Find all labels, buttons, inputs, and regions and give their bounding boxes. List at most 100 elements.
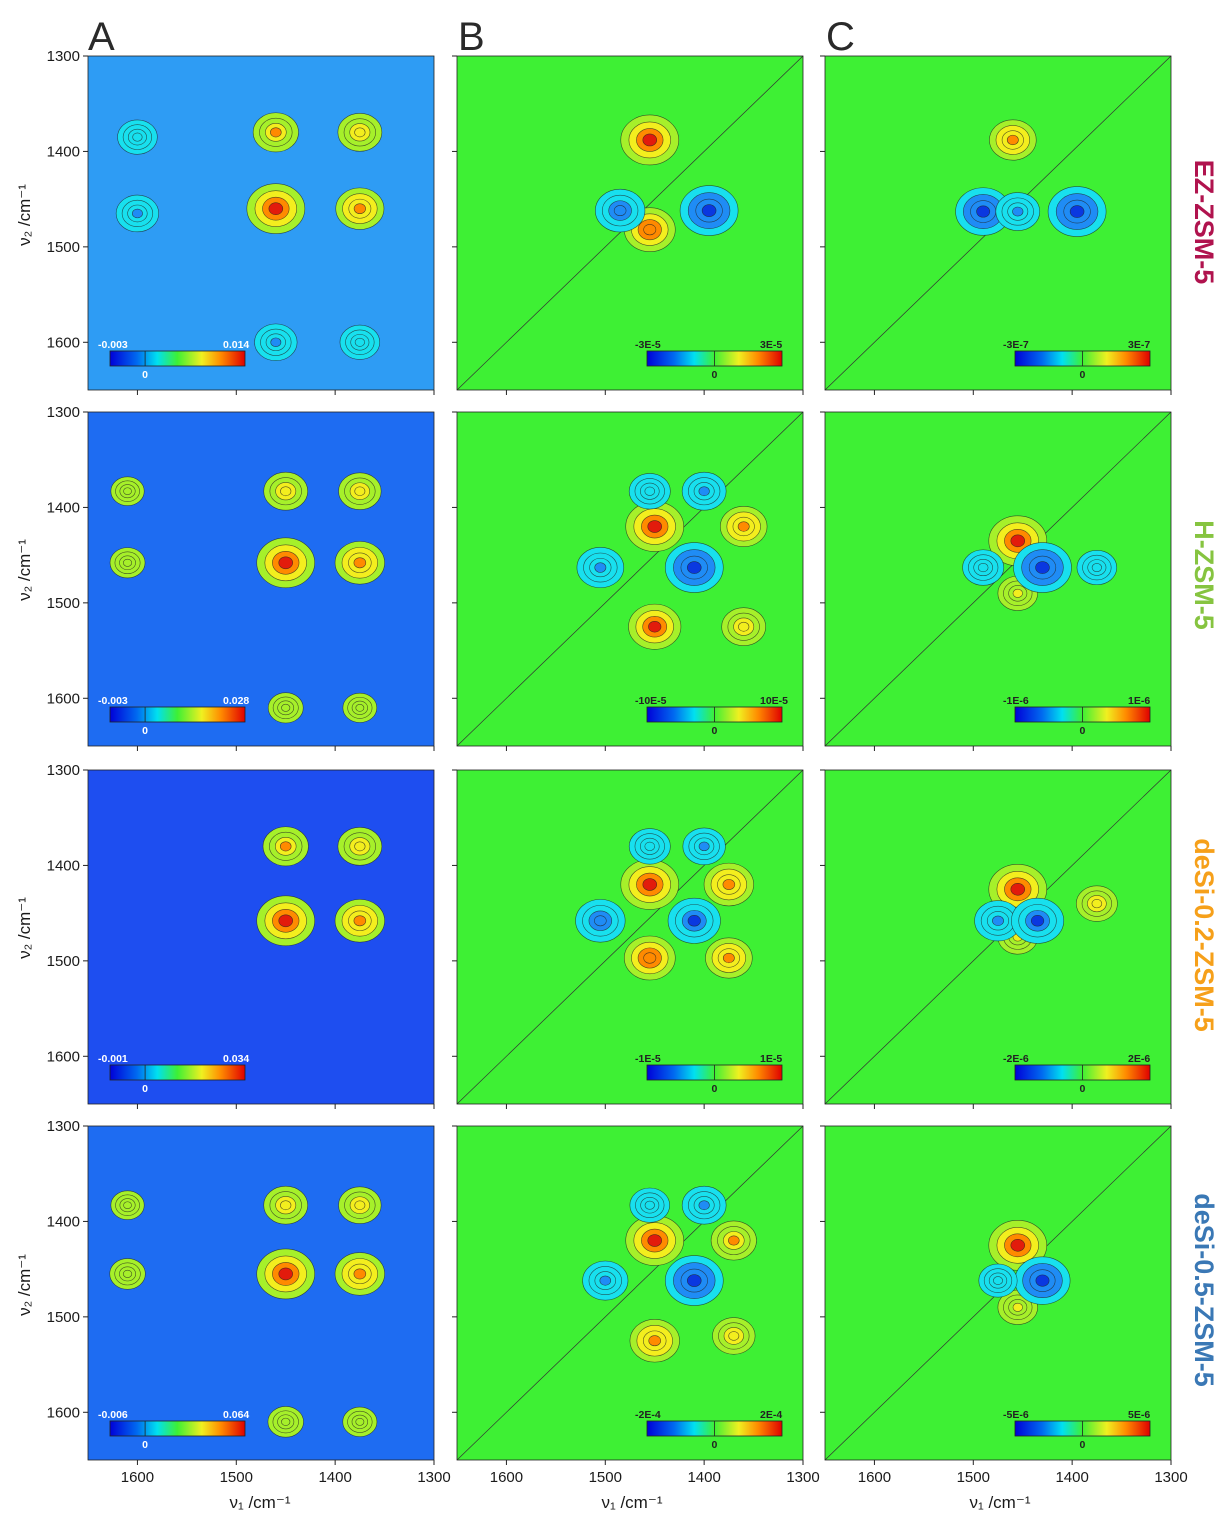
colorbar-max-label: 3E-5 — [760, 339, 782, 351]
diagonal-line — [457, 770, 803, 1104]
panel-frame — [87, 411, 435, 747]
contour-layer — [825, 412, 1171, 746]
panel-frame — [87, 55, 435, 391]
y-tick-label-1600: 1600 — [47, 334, 80, 351]
peak-2-contour-3 — [354, 1200, 366, 1210]
peak-6-contour-3 — [270, 337, 282, 348]
panel-background — [88, 1126, 434, 1460]
x-tick-label-1500: 1500 — [589, 1469, 622, 1486]
colorbar-zero-label: 0 — [1080, 1083, 1086, 1095]
panel-a-9: 1300 1400 1500 1600 1600 1500 1400 1300 -0.006 0.… — [47, 1118, 451, 1486]
peak-5-contour-3 — [687, 915, 701, 927]
peak-6-contour-3 — [281, 1417, 291, 1426]
y-tick-label-1300: 1300 — [47, 1118, 80, 1135]
peak-4-contour-3 — [594, 915, 607, 927]
peak-6-contour-3 — [644, 1200, 655, 1210]
peak-3-contour-3 — [353, 915, 367, 927]
peak-1-contour-3 — [278, 1267, 293, 1281]
peak-3-contour-3 — [992, 915, 1004, 926]
colorbar-zero-label: 0 — [142, 1439, 148, 1451]
peak-3-contour-3 — [722, 952, 735, 964]
peak-0-contour-3 — [1010, 882, 1026, 896]
column-letter-a: A — [88, 15, 115, 59]
colorbar-zero-label: 0 — [1080, 725, 1086, 737]
colorbar-min-label: -2E-4 — [635, 1409, 661, 1421]
colorbar-max-label: 2E-4 — [760, 1409, 782, 1421]
panel-c-5: -1E-6 1E-6 0 — [820, 411, 1172, 751]
panel-c-2: -3E-7 3E-7 0 — [820, 55, 1172, 395]
colorbar-max-label: 0.014 — [223, 339, 249, 351]
diagonal-line — [457, 1126, 803, 1460]
peak-1-contour-3 — [643, 224, 657, 236]
panel-b-7: -1E-5 1E-5 0 — [452, 769, 804, 1109]
colorbar-zero-label: 0 — [712, 369, 718, 381]
peak-2-contour-3 — [354, 841, 366, 852]
x-tick-label-1300: 1300 — [417, 1469, 450, 1486]
diagonal-line — [457, 412, 803, 746]
y-axis-title-row1: ν₂ /cm⁻¹ — [15, 184, 34, 246]
colorbar-max-label: 3E-7 — [1128, 339, 1150, 351]
y-tick-label-1600: 1600 — [47, 1048, 80, 1065]
contour-layer — [115, 112, 385, 361]
axis-titles: ν₁ /cm⁻¹ ν₁ /cm⁻¹ ν₁ /cm⁻¹ ν₂ /cm⁻¹ ν₂ /… — [15, 184, 1031, 1512]
sample-label-ez-zsm-5: EZ-ZSM-5 — [1189, 160, 1219, 285]
peak-1-contour-3 — [278, 556, 293, 570]
peak-3-contour-3 — [993, 1276, 1003, 1285]
colorbar-min-label: -0.003 — [98, 339, 128, 351]
peak-3-contour-3 — [977, 562, 989, 573]
peak-1-contour-3 — [648, 1335, 661, 1347]
colorbar-zero-label: 0 — [712, 1439, 718, 1451]
panel-b-4: -10E-5 10E-5 0 — [452, 411, 804, 751]
colorbar-max-label: 0.034 — [223, 1053, 249, 1065]
panel-frame — [87, 769, 435, 1105]
peak-5-contour-3 — [686, 561, 702, 574]
peak-2-contour-3 — [1035, 561, 1050, 574]
peak-0-contour-3 — [279, 841, 292, 852]
peak-7-contour-3 — [698, 486, 710, 497]
contour-layer — [457, 412, 803, 746]
sample-label-desi-0-2-zsm-5: deSi-0.2-ZSM-5 — [1189, 838, 1219, 1032]
x-tick-label-1400: 1400 — [687, 1469, 720, 1486]
peak-0-contour-3 — [642, 878, 658, 891]
peak-7-contour-3 — [355, 1417, 365, 1426]
peak-5-contour-3 — [123, 558, 133, 567]
colorbar-min-label: -3E-7 — [1003, 339, 1029, 351]
peak-4-contour-3 — [123, 487, 132, 495]
peak-0-contour-3 — [647, 1234, 662, 1247]
colorbar-max-label: 0.028 — [223, 695, 249, 707]
colorbar-zero-label: 0 — [1080, 1439, 1086, 1451]
peak-3-contour-3 — [738, 621, 750, 632]
column-letters: A B C — [88, 15, 855, 59]
panel-a-3: 1300 1400 1500 1600 -0.003 0.028 0 — [47, 404, 435, 751]
colorbar-min-label: -0.001 — [98, 1053, 128, 1065]
colorbar-zero-label: 0 — [712, 1083, 718, 1095]
peak-2-contour-3 — [728, 1235, 740, 1246]
peak-3-contour-3 — [353, 203, 366, 214]
peak-3-contour-3 — [353, 557, 367, 569]
panel-frame — [456, 411, 804, 747]
colorbar — [109, 350, 246, 367]
peak-2-contour-3 — [354, 127, 366, 138]
peak-3-contour-3 — [701, 204, 717, 217]
peak-2-contour-3 — [613, 205, 627, 217]
peak-0-contour-3 — [1010, 534, 1026, 548]
peak-0-contour-3 — [1006, 134, 1019, 146]
y-tick-label-1400: 1400 — [47, 1213, 80, 1230]
panel-background — [88, 412, 434, 746]
peak-7-contour-3 — [698, 841, 710, 852]
peak-3-contour-3 — [728, 1331, 740, 1341]
y-tick-label-1600: 1600 — [47, 1404, 80, 1421]
y-tick-label-1500: 1500 — [47, 239, 80, 256]
x-tick-label-1600: 1600 — [490, 1469, 523, 1486]
contour-layer — [825, 56, 1171, 390]
peak-4-contour-3 — [599, 1275, 612, 1286]
peak-2-contour-3 — [1069, 205, 1085, 218]
peak-1-contour-3 — [278, 914, 293, 928]
colorbar-zero-label: 0 — [142, 369, 148, 381]
colorbar-min-label: -1E-6 — [1003, 695, 1029, 707]
contour-layer — [256, 826, 385, 947]
y-tick-label-1600: 1600 — [47, 690, 80, 707]
colorbar-min-label: -3E-5 — [635, 339, 661, 351]
peak-1-contour-3 — [643, 952, 657, 964]
y-tick-label-1400: 1400 — [47, 499, 80, 516]
